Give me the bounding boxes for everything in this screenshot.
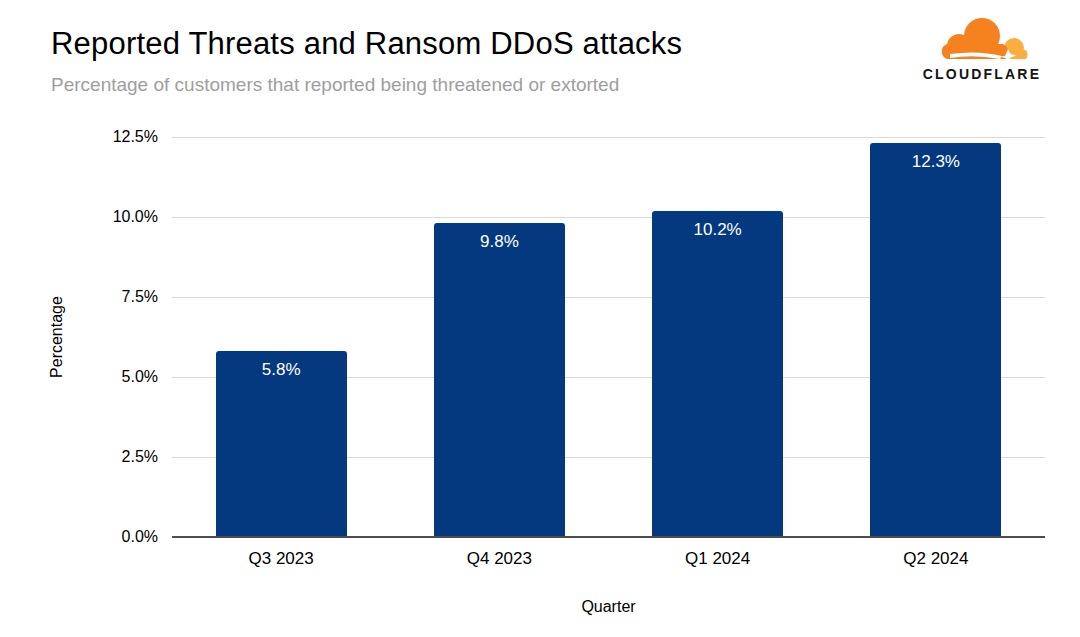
- gridline: [172, 137, 1045, 138]
- y-tick-label: 7.5%: [122, 288, 158, 306]
- chart-page: Reported Threats and Ransom DDoS attacks…: [0, 0, 1080, 637]
- x-tick-label: Q4 2023: [390, 549, 608, 569]
- cloudflare-cloud-icon: [930, 10, 1034, 66]
- y-tick-label: 2.5%: [122, 448, 158, 466]
- x-axis-baseline: [172, 536, 1045, 538]
- chart-subtitle: Percentage of customers that reported be…: [51, 74, 619, 96]
- y-tick-label: 12.5%: [113, 128, 158, 146]
- x-tick-label: Q1 2024: [609, 549, 827, 569]
- cloudflare-logo: CLOUDFLARE: [912, 10, 1052, 82]
- x-tick-label: Q3 2023: [172, 549, 390, 569]
- bar-q2-2024: 12.3%: [870, 143, 1001, 537]
- y-axis-title: Percentage: [48, 296, 66, 378]
- y-tick-label: 10.0%: [113, 208, 158, 226]
- chart-title: Reported Threats and Ransom DDoS attacks: [51, 26, 682, 62]
- bar-q1-2024: 10.2%: [652, 211, 783, 537]
- plot-area: 0.0%2.5%5.0%7.5%10.0%12.5%5.8%Q3 20239.8…: [172, 137, 1045, 537]
- bar-value-label: 5.8%: [216, 360, 347, 380]
- bar-value-label: 9.8%: [434, 232, 565, 252]
- bar-q3-2023: 5.8%: [216, 351, 347, 537]
- y-tick-label: 0.0%: [122, 528, 158, 546]
- bar-value-label: 12.3%: [870, 152, 1001, 172]
- cloudflare-wordmark: CLOUDFLARE: [923, 66, 1041, 82]
- y-tick-label: 5.0%: [122, 368, 158, 386]
- x-axis-title: Quarter: [172, 598, 1045, 616]
- x-tick-label: Q2 2024: [827, 549, 1045, 569]
- bar-value-label: 10.2%: [652, 220, 783, 240]
- bar-q4-2023: 9.8%: [434, 223, 565, 537]
